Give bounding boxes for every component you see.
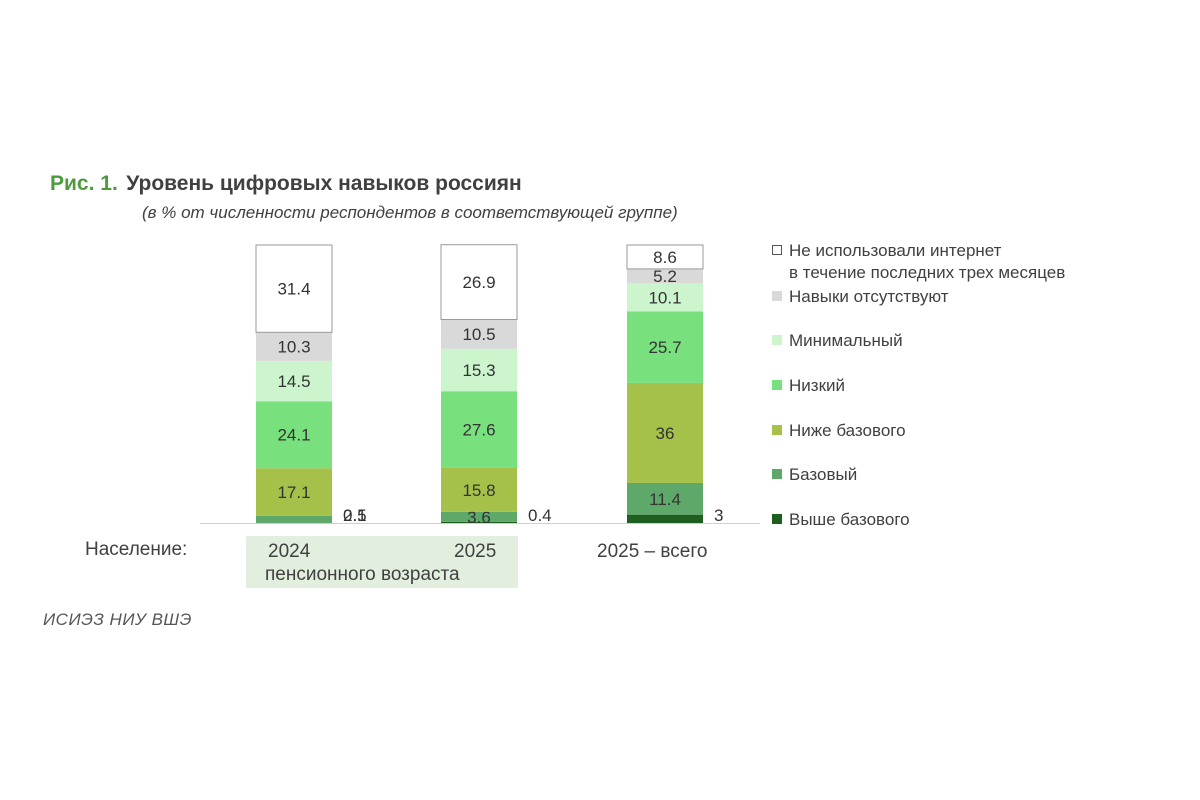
bar-segment-low-1 xyxy=(256,401,332,469)
legend-label-below_basic: Ниже базового xyxy=(789,421,906,440)
legend-label-minimal: Минимальный xyxy=(789,331,903,350)
legend-item-above_basic: Выше базового xyxy=(772,509,910,531)
data-label-no_internet-1: 31.4 xyxy=(277,280,310,299)
bar-segment-no_internet-3 xyxy=(626,244,704,270)
data-label-basic-2: 3.6 xyxy=(467,508,491,527)
legend-swatch-above_basic xyxy=(772,514,782,524)
data-label-above_basic-2: 0.4 xyxy=(528,506,552,525)
legend-swatch-below_basic xyxy=(772,425,782,435)
legend-item-low: Низкий xyxy=(772,375,845,397)
x-label-pension-age: пенсионного возраста xyxy=(265,564,460,585)
bar-segment-basic-3 xyxy=(627,482,703,515)
data-label-low-1: 24.1 xyxy=(277,426,310,445)
bar-segment-minimal-2 xyxy=(441,348,517,392)
data-label-no_internet-3: 8.6 xyxy=(653,248,677,267)
data-label-above_basic-3: 3 xyxy=(714,506,723,525)
legend-label-above_basic: Выше базового xyxy=(789,510,910,529)
bar-segment-basic-1 xyxy=(256,515,332,523)
data-label-no_skills-1: 10.3 xyxy=(277,338,310,357)
legend-swatch-no_skills xyxy=(772,291,782,301)
source-note: ИСИЭЗ НИУ ВШЭ xyxy=(43,610,192,629)
bar-segment-no_skills-2 xyxy=(441,319,517,349)
bar-segment-no_skills-1 xyxy=(256,332,332,361)
figure-title: Рис. 1. Уровень цифровых навыков россиян xyxy=(50,172,522,196)
data-label-no_skills-3: 5.2 xyxy=(653,267,677,286)
legend-item-basic: Базовый xyxy=(772,464,857,486)
bar-segment-low-2 xyxy=(441,391,517,468)
data-label-no_skills-2: 10.5 xyxy=(462,325,495,344)
bar-segment-no_skills-3 xyxy=(627,268,703,284)
data-label-minimal-1: 14.5 xyxy=(277,372,310,391)
legend-item-below_basic: Ниже базового xyxy=(772,420,906,442)
pension-age-group-highlight xyxy=(246,536,518,588)
legend-label-basic: Базовый xyxy=(789,465,858,484)
x-label-total-2025: 2025 – всего xyxy=(597,541,708,562)
chart-legend: Не использовали интернет в течение после… xyxy=(772,240,1152,540)
x-label-2025: 2025 xyxy=(454,541,497,562)
population-label: Население: xyxy=(85,539,188,560)
figure-label: Рис. 1. xyxy=(50,172,118,195)
data-label-minimal-2: 15.3 xyxy=(462,361,495,380)
figure-subtitle: (в % от численности респондентов в соотв… xyxy=(142,203,678,222)
data-label-low-2: 27.6 xyxy=(462,421,495,440)
legend-label-no_skills: Навыки отсутствуют xyxy=(789,287,949,306)
bar-segment-above_basic-3 xyxy=(627,514,703,523)
data-label-basic-3: 11.4 xyxy=(649,490,681,509)
bar-segment-below_basic-2 xyxy=(441,467,517,512)
data-label-below_basic-3: 36 xyxy=(656,424,675,443)
bar-segment-below_basic-1 xyxy=(256,468,332,516)
data-label-basic-1: 2.5 xyxy=(343,506,367,525)
legend-swatch-basic xyxy=(772,469,782,479)
bar-segment-low-3 xyxy=(627,311,703,383)
data-label-below_basic-2: 15.8 xyxy=(462,481,495,500)
x-label-2024: 2024 xyxy=(268,541,311,562)
bar-segment-minimal-3 xyxy=(627,283,703,312)
legend-label-low: Низкий xyxy=(789,376,845,395)
data-label-no_internet-2: 26.9 xyxy=(462,273,495,292)
legend-item-minimal: Минимальный xyxy=(772,330,903,352)
data-label-below_basic-1: 17.1 xyxy=(277,483,310,502)
figure-title-text: Уровень цифровых навыков россиян xyxy=(126,172,522,195)
bar-segment-basic-2 xyxy=(441,511,517,522)
bar-segment-below_basic-3 xyxy=(627,382,703,483)
legend-item-no_skills: Навыки отсутствуют xyxy=(772,286,949,308)
legend-label-no_internet: Не использовали интернет в течение после… xyxy=(789,241,1066,282)
bar-segment-above_basic-2 xyxy=(441,521,517,523)
data-label-above_basic-1: 0.1 xyxy=(343,506,367,525)
data-label-minimal-3: 10.1 xyxy=(648,288,681,307)
legend-swatch-low xyxy=(772,380,782,390)
bar-segment-no_internet-2 xyxy=(440,244,518,321)
bar-segment-minimal-1 xyxy=(256,360,332,402)
legend-item-no_internet: Не использовали интернет в течение после… xyxy=(772,240,1065,284)
bar-segment-no_internet-1 xyxy=(255,244,333,333)
data-label-low-3: 25.7 xyxy=(648,338,681,357)
legend-swatch-no_internet xyxy=(772,245,782,255)
legend-swatch-minimal xyxy=(772,335,782,345)
